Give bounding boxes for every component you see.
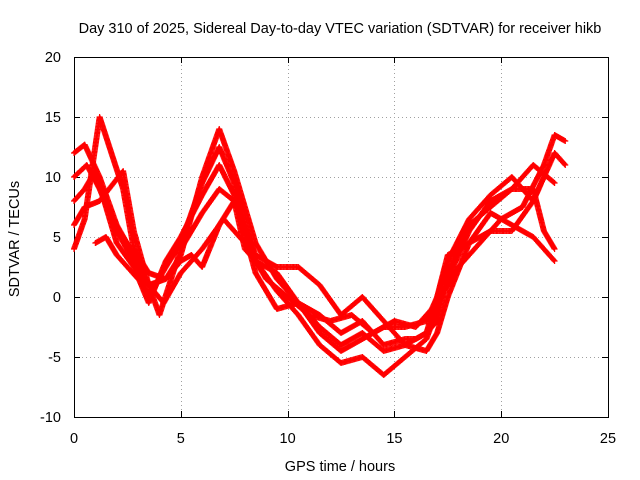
data-point — [540, 174, 547, 180]
x-tick-label: 0 — [70, 431, 78, 447]
x-tick-label: 20 — [493, 431, 509, 447]
y-tick-label: 15 — [45, 110, 61, 126]
y-tick-label: 0 — [53, 290, 61, 306]
chart-title: Day 310 of 2025, Sidereal Day-to-day VTE… — [79, 21, 602, 37]
data-point — [551, 258, 558, 264]
x-tick-label: 25 — [600, 431, 616, 447]
data-point — [562, 162, 569, 168]
x-tick-label: 5 — [177, 431, 185, 447]
x-tick-label: 15 — [386, 431, 402, 447]
y-tick-label: 20 — [45, 50, 61, 66]
y-tick-label: 5 — [53, 230, 61, 246]
grid-lines — [74, 57, 608, 417]
x-axis-label: GPS time / hours — [285, 459, 395, 475]
series-trace-6 — [92, 132, 569, 336]
y-axis-label: SDTVAR / TECUs — [7, 181, 23, 297]
x-axis-tick-labels: 0 5 10 15 20 25 — [70, 431, 616, 447]
data-point — [550, 257, 557, 264]
y-tick-label: 10 — [45, 170, 61, 186]
x-tick-label: 10 — [280, 431, 296, 447]
y-tick-label: -5 — [48, 350, 61, 366]
y-axis-tick-labels: -10 -5 0 5 10 15 20 — [40, 50, 61, 426]
data-point — [561, 161, 568, 168]
data-point — [562, 138, 569, 144]
data-point — [551, 180, 558, 186]
y-tick-label: -10 — [40, 410, 61, 426]
data-series — [71, 114, 569, 378]
data-point — [550, 179, 557, 186]
data-point — [551, 246, 558, 252]
